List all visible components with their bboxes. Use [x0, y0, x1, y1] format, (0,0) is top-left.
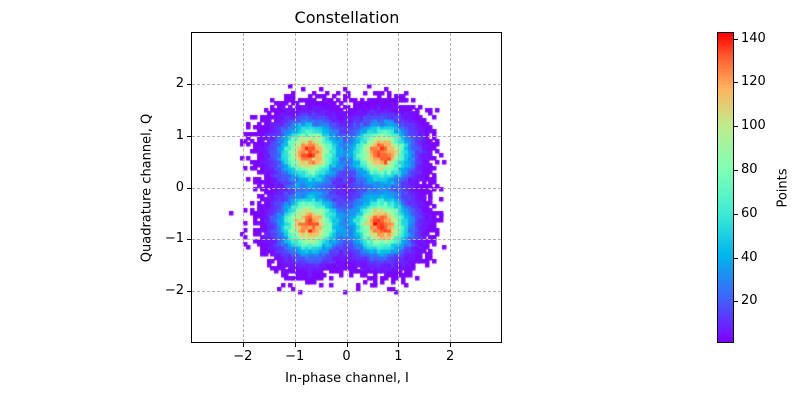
colorbar-tick	[734, 82, 738, 84]
colorbar-tick	[734, 38, 738, 40]
colorbar-tick	[734, 126, 738, 128]
colorbar-tick	[734, 213, 738, 215]
grid-line-y	[192, 239, 501, 241]
grid-line-y	[192, 291, 501, 293]
colorbar-tick-label: 140	[741, 30, 766, 46]
x-tick-label: −1	[285, 349, 305, 364]
x-tick-label: 0	[342, 349, 351, 364]
y-tick	[187, 187, 191, 189]
x-axis-label: In-phase channel, I	[285, 371, 409, 386]
y-axis-label: Quadrature channel, Q	[139, 113, 155, 263]
colorbar-tick-label: 120	[741, 74, 766, 90]
grid-line-y	[192, 187, 501, 189]
y-tick-label: 0	[175, 179, 184, 195]
colorbar-tick	[734, 257, 738, 259]
x-tick-label: 2	[446, 349, 455, 364]
x-tick	[294, 343, 296, 347]
x-tick	[346, 343, 348, 347]
x-tick	[242, 343, 244, 347]
y-tick-label: 1	[175, 127, 184, 143]
colorbar-tick	[734, 301, 738, 303]
y-tick	[187, 83, 191, 85]
grid-line-y	[192, 135, 501, 137]
y-tick-label: 2	[175, 75, 184, 91]
colorbar-tick-label: 80	[741, 161, 758, 177]
x-tick-label: −2	[233, 349, 253, 364]
colorbar-tick	[734, 169, 738, 171]
y-tick	[187, 135, 191, 137]
colorbar	[717, 32, 734, 343]
plot-area	[191, 32, 502, 343]
colorbar-tick-label: 60	[741, 205, 758, 221]
y-tick-label: −1	[164, 231, 184, 247]
colorbar-tick-label: 20	[741, 293, 758, 309]
x-tick-label: 1	[394, 349, 403, 364]
x-tick	[450, 343, 452, 347]
colorbar-tick-label: 100	[741, 118, 766, 134]
colorbar-label: Points	[775, 168, 791, 208]
colorbar-tick-label: 40	[741, 249, 758, 265]
y-tick	[187, 291, 191, 293]
grid-line-y	[192, 83, 501, 85]
chart-title: Constellation	[294, 8, 400, 27]
y-tick-label: −2	[164, 283, 184, 299]
y-tick	[187, 239, 191, 241]
x-tick	[398, 343, 400, 347]
